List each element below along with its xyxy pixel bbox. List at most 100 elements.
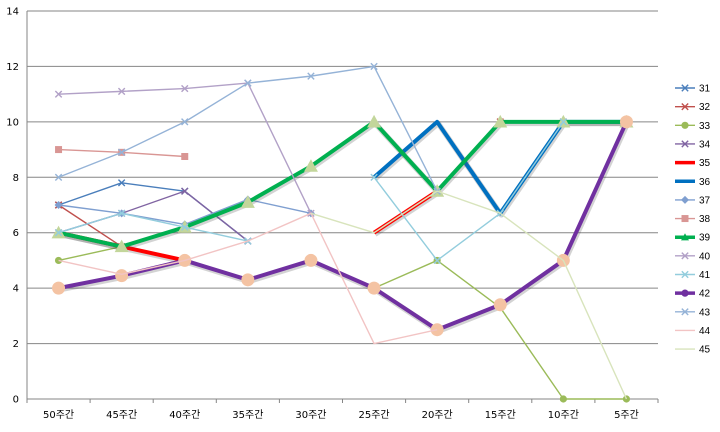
data-point <box>54 229 63 237</box>
series-line <box>58 212 438 345</box>
legend-label: 37 <box>699 195 711 206</box>
data-point <box>54 201 63 209</box>
data-point <box>681 233 689 241</box>
y-tick-label: 8 <box>13 173 19 184</box>
data-point <box>117 209 126 218</box>
series-41 <box>54 118 568 265</box>
series-line <box>58 119 627 249</box>
legend-label: 43 <box>699 307 711 318</box>
legend-item-39: 39 <box>675 233 711 244</box>
legend-label: 44 <box>699 326 711 337</box>
data-point <box>681 102 689 111</box>
y-tick-label: 14 <box>6 7 19 18</box>
data-point <box>117 87 126 96</box>
x-tick-label: 50주간 <box>43 409 74 421</box>
series-45 <box>310 190 628 400</box>
x-tick-label: 25주간 <box>358 409 389 421</box>
y-tick-label: 10 <box>6 117 19 128</box>
y-tick-label: 2 <box>13 339 19 350</box>
x-tick-label: 20주간 <box>422 409 453 421</box>
data-point <box>181 187 189 195</box>
y-tick-label: 6 <box>13 228 19 239</box>
legend-label: 42 <box>699 289 711 300</box>
legend-label: 31 <box>699 84 711 95</box>
data-point <box>55 146 63 154</box>
y-tick-label: 0 <box>13 395 19 406</box>
data-point <box>240 195 255 208</box>
data-point <box>681 308 689 316</box>
series-line <box>310 190 628 400</box>
y-axis-tick-labels: 0 2 4 6 8 10 12 14 <box>6 7 19 406</box>
legend-item-35: 35 <box>675 158 711 169</box>
data-point <box>304 253 318 267</box>
data-point <box>52 281 66 295</box>
x-tick-label: 5주간 <box>614 409 639 421</box>
data-point <box>493 298 507 312</box>
series-44 <box>58 212 438 345</box>
data-point <box>681 121 689 129</box>
data-point <box>367 114 382 128</box>
data-point <box>117 179 126 187</box>
data-point <box>181 223 189 231</box>
legend: 31 32 33 34 35 36 37 38 39 40 41 42 43 44 45 <box>675 84 711 356</box>
legend-label: 32 <box>699 102 711 113</box>
y-tick-label: 12 <box>6 62 19 73</box>
series-lines <box>51 62 634 403</box>
legend-item-37: 37 <box>675 195 711 206</box>
data-point <box>181 153 189 160</box>
legend-item-34: 34 <box>675 139 711 150</box>
legend-item-42: 42 <box>675 289 711 300</box>
data-point <box>681 84 689 92</box>
legend-item-32: 32 <box>675 102 711 113</box>
data-point <box>241 273 255 287</box>
data-point <box>681 140 689 148</box>
data-point <box>559 118 568 126</box>
data-point <box>54 173 63 181</box>
legend-label: 33 <box>699 121 711 132</box>
x-tick-label: 40주간 <box>169 409 200 421</box>
data-point <box>54 90 63 98</box>
legend-item-44: 44 <box>675 326 711 337</box>
data-point <box>681 195 689 204</box>
legend-label: 40 <box>699 251 711 262</box>
legend-item-38: 38 <box>675 214 711 225</box>
legend-label: 41 <box>699 270 711 281</box>
x-tick-label: 15주간 <box>485 409 516 421</box>
data-point <box>115 269 129 283</box>
data-point <box>303 159 318 172</box>
data-point <box>307 72 315 80</box>
data-point <box>433 256 441 265</box>
data-point <box>619 115 633 129</box>
data-point <box>117 148 126 157</box>
series-line <box>373 121 564 262</box>
legend-item-43: 43 <box>675 307 711 318</box>
data-point <box>681 289 689 297</box>
legend-item-31: 31 <box>675 84 711 95</box>
data-point <box>681 215 689 223</box>
data-point <box>181 84 189 93</box>
legend-label: 34 <box>699 139 711 150</box>
data-point <box>493 114 508 128</box>
legend-item-45: 45 <box>675 345 711 356</box>
legend-label: 45 <box>699 345 711 356</box>
legend-label: 39 <box>699 233 711 244</box>
x-tick-label: 10주간 <box>548 409 579 421</box>
legend-label: 35 <box>699 158 711 169</box>
legend-item-36: 36 <box>675 177 711 188</box>
x-tick-label: 30주간 <box>295 409 326 421</box>
y-tick-label: 4 <box>13 284 19 295</box>
legend-item-40: 40 <box>675 251 711 262</box>
data-point <box>370 62 378 71</box>
data-point <box>622 395 631 403</box>
legend-item-41: 41 <box>675 270 711 281</box>
x-tick-label: 45주간 <box>106 409 137 421</box>
data-point <box>181 118 189 126</box>
data-point <box>244 79 252 87</box>
data-point <box>114 239 129 253</box>
data-point <box>681 252 689 260</box>
data-point <box>370 173 378 181</box>
data-point <box>681 270 689 279</box>
x-tick-label: 35주간 <box>232 409 263 421</box>
legend-item-33: 33 <box>675 121 711 132</box>
